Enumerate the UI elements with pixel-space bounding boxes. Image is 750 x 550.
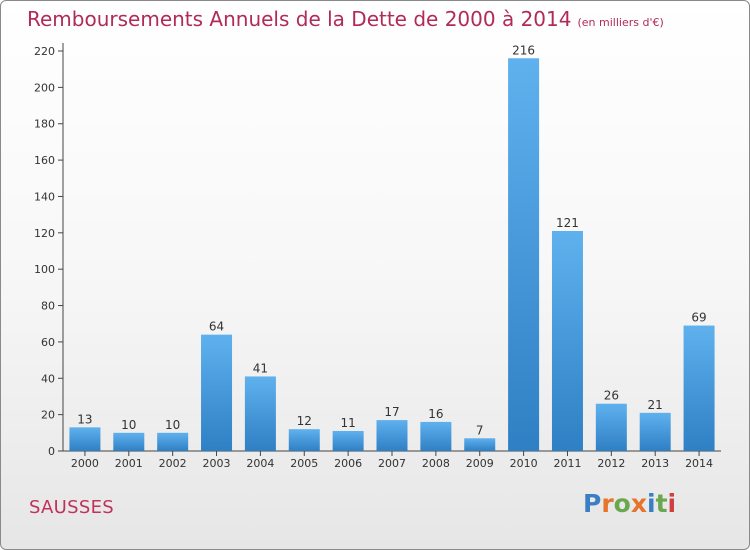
bar-value-label: 121	[556, 216, 579, 230]
bar	[420, 421, 452, 451]
x-tick-label: 2007	[378, 457, 406, 470]
x-tick-label: 2002	[159, 457, 187, 470]
logo-letter: t	[655, 489, 668, 518]
bar	[376, 420, 408, 451]
bars: 13 10 10 64 41 12 11 17 16 7 216 121 26 21 69	[69, 43, 715, 451]
bar-value-label: 10	[121, 418, 136, 432]
bar-value-label: 21	[648, 398, 663, 412]
y-tick-label: 60	[41, 336, 55, 349]
x-tick-label: 2003	[203, 457, 231, 470]
bar-value-label: 69	[691, 311, 706, 325]
x-tick-label: 2014	[685, 457, 713, 470]
y-tick-label: 0	[48, 445, 55, 458]
bar	[508, 58, 540, 451]
y-tick-label: 140	[34, 190, 55, 203]
y-tick-label: 160	[34, 154, 55, 167]
proxiti-logo: Proxiti	[583, 489, 676, 518]
x-tick-label: 2000	[71, 457, 99, 470]
bar-value-label: 12	[297, 414, 312, 428]
logo-letter: P	[583, 489, 602, 518]
bar	[201, 334, 233, 451]
y-axis: 0 20 40 60 80 100 120 140 160 180 200 220	[34, 43, 64, 458]
bar	[683, 325, 715, 451]
bar-value-label: 11	[340, 416, 355, 430]
x-tick-label: 2011	[553, 457, 581, 470]
logo-letter: r	[601, 489, 614, 518]
logo-letter: i	[647, 489, 656, 518]
y-tick-label: 40	[41, 372, 55, 385]
bar-value-label: 10	[165, 418, 180, 432]
x-tick-label: 2010	[510, 457, 538, 470]
logo-letter: o	[613, 489, 631, 518]
bar-value-label: 17	[384, 405, 399, 419]
chart-title-main: Remboursements Annuels de la Dette de 20…	[27, 7, 572, 31]
x-tick-label: 2001	[115, 457, 143, 470]
y-tick-label: 120	[34, 227, 55, 240]
bar-value-label: 41	[253, 361, 268, 375]
bar	[157, 432, 189, 451]
logo-letter: x	[630, 489, 647, 518]
x-axis: 2000 2001 2002 2003 2004 2005 2006 2007 2008 2009…	[63, 450, 721, 470]
x-tick-label: 2012	[597, 457, 625, 470]
bar	[464, 438, 496, 451]
chart-title-unit: (en milliers d'€)	[577, 16, 664, 29]
y-tick-label: 20	[41, 409, 55, 422]
x-tick-label: 2013	[641, 457, 669, 470]
y-tick-label: 220	[34, 45, 55, 58]
logo-letter: i	[667, 489, 677, 518]
chart-title: Remboursements Annuels de la Dette de 20…	[27, 7, 664, 31]
bar	[595, 403, 627, 451]
bar	[244, 376, 276, 451]
bar-value-label: 16	[428, 407, 443, 421]
bar-value-label: 64	[209, 320, 224, 334]
x-tick-label: 2008	[422, 457, 450, 470]
bar-value-label: 7	[476, 423, 484, 437]
commune-name: SAUSSES	[29, 497, 114, 518]
y-tick-label: 80	[41, 300, 55, 313]
x-tick-label: 2005	[290, 457, 318, 470]
bar	[551, 231, 583, 451]
y-tick-label: 180	[34, 118, 55, 131]
bar	[639, 412, 671, 451]
bar	[288, 429, 320, 451]
bar	[69, 427, 101, 451]
y-tick-label: 200	[34, 81, 55, 94]
bar	[332, 431, 364, 451]
bar-value-label: 26	[604, 389, 619, 403]
x-tick-label: 2009	[466, 457, 494, 470]
y-tick-label: 100	[34, 263, 55, 276]
x-tick-label: 2006	[334, 457, 362, 470]
bar	[113, 432, 145, 451]
bar-value-label: 216	[512, 43, 535, 57]
x-tick-label: 2004	[246, 457, 274, 470]
bar-value-label: 13	[77, 412, 92, 426]
